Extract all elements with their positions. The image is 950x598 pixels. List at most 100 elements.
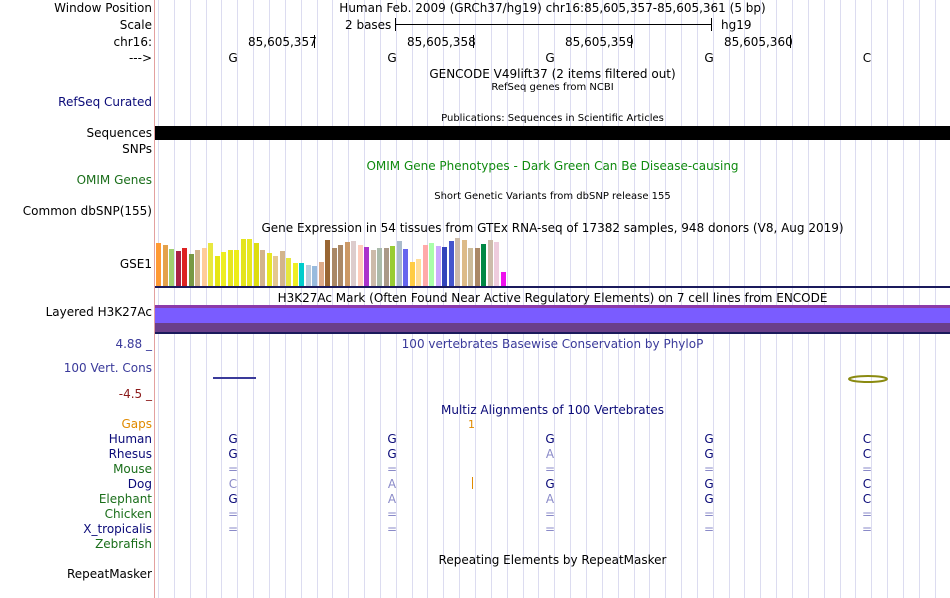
track-label-phylop[interactable]: 100 Vert. Cons	[63, 361, 152, 375]
species-label[interactable]: Mouse	[113, 462, 152, 476]
h3k27ac-signal-lower[interactable]	[155, 323, 950, 332]
gtex-bar[interactable]	[325, 240, 330, 286]
track-label-gse1[interactable]: GSE1	[119, 257, 152, 271]
gtex-bar[interactable]	[260, 250, 265, 286]
multiz-track-description: Multiz Alignments of 100 Vertebrates	[440, 403, 665, 417]
gtex-bar[interactable]	[468, 248, 473, 286]
gtex-bar[interactable]	[488, 240, 493, 286]
gtex-bar[interactable]	[403, 249, 408, 286]
gridline	[301, 0, 302, 598]
gtex-bar[interactable]	[273, 256, 278, 286]
species-label[interactable]: Dog	[127, 477, 152, 491]
species-label[interactable]: X_tropicalis	[83, 522, 152, 536]
gtex-bar[interactable]	[299, 263, 304, 286]
gtex-bar[interactable]	[221, 252, 226, 286]
species-label[interactable]: Rhesus	[108, 447, 152, 461]
gtex-bar[interactable]	[371, 250, 376, 286]
gtex-bar[interactable]	[390, 246, 395, 286]
gtex-bar[interactable]	[338, 245, 343, 286]
gridline	[840, 0, 841, 598]
alignment-base: =	[386, 462, 398, 476]
track-label-sequences[interactable]: Sequences	[86, 126, 152, 140]
gtex-bar[interactable]	[345, 242, 350, 286]
gtex-bar[interactable]	[312, 266, 317, 286]
gtex-bar[interactable]	[241, 239, 246, 286]
alignment-base: =	[544, 462, 556, 476]
gridline	[538, 0, 539, 598]
position-tick	[473, 35, 474, 48]
sequences-bar[interactable]	[155, 126, 950, 140]
species-label[interactable]: Elephant	[98, 492, 152, 506]
gtex-bar[interactable]	[462, 240, 467, 286]
gridline	[713, 0, 714, 598]
gtex-bar[interactable]	[234, 250, 239, 286]
gtex-bar[interactable]	[429, 243, 434, 286]
gtex-bar[interactable]	[358, 245, 363, 286]
gridline	[919, 0, 920, 598]
gtex-bar[interactable]	[364, 247, 369, 286]
gap-count: 1	[468, 418, 475, 431]
gtex-bar[interactable]	[494, 242, 499, 286]
gtex-bar[interactable]	[351, 241, 356, 286]
gridline	[649, 0, 650, 598]
gtex-bar[interactable]	[163, 245, 168, 286]
gtex-bar[interactable]	[455, 238, 460, 286]
gtex-bar[interactable]	[293, 263, 298, 286]
gtex-bar[interactable]	[319, 262, 324, 286]
label-divider	[154, 0, 155, 598]
gtex-bar[interactable]	[247, 239, 252, 286]
track-label-omim[interactable]: OMIM Genes	[76, 173, 152, 187]
gtex-bar[interactable]	[442, 247, 447, 286]
alignment-base: =	[861, 507, 873, 521]
gtex-bar[interactable]	[306, 265, 311, 286]
gtex-bar[interactable]	[202, 248, 207, 286]
gtex-bar[interactable]	[280, 251, 285, 286]
gtex-bar[interactable]	[481, 244, 486, 286]
gtex-bar[interactable]	[182, 248, 187, 286]
gridline	[269, 0, 270, 598]
gridline	[158, 0, 159, 598]
track-label-dbsnp[interactable]: Common dbSNP(155)	[22, 204, 152, 218]
repeatmasker-track-description: Repeating Elements by RepeatMasker	[438, 553, 667, 567]
gtex-bar[interactable]	[501, 272, 506, 286]
alignment-base: C	[862, 447, 872, 461]
track-label-repeatmasker[interactable]: RepeatMasker	[66, 567, 152, 581]
gtex-bar[interactable]	[267, 253, 272, 286]
species-label[interactable]: Zebrafish	[95, 537, 152, 551]
h3k27ac-signal-band[interactable]	[155, 308, 950, 323]
gencode-track-title[interactable]: GENCODE V49lift37 (2 items filtered out)	[429, 67, 676, 81]
track-image[interactable]: Human Feb. 2009 (GRCh37/hg19) chr16:85,6…	[155, 0, 950, 598]
gtex-bar[interactable]	[208, 243, 213, 286]
gtex-bar[interactable]	[215, 256, 220, 286]
gtex-bar[interactable]	[475, 248, 480, 286]
gtex-bar[interactable]	[449, 241, 454, 286]
gtex-bar[interactable]	[176, 251, 181, 286]
track-label-refseq[interactable]: RefSeq Curated	[58, 95, 152, 109]
species-label[interactable]: Chicken	[104, 507, 152, 521]
track-label-h3k27ac[interactable]: Layered H3K27Ac	[45, 305, 152, 319]
gtex-bar[interactable]	[332, 248, 337, 286]
track-label-gaps[interactable]: Gaps	[121, 417, 152, 431]
track-label-snps[interactable]: SNPs	[122, 142, 152, 156]
gtex-bar[interactable]	[377, 248, 382, 286]
gtex-bar[interactable]	[410, 262, 415, 286]
gtex-barchart[interactable]	[155, 236, 950, 286]
gtex-bar[interactable]	[156, 243, 161, 286]
phylop-graph[interactable]	[155, 370, 950, 386]
gtex-bar[interactable]	[286, 258, 291, 286]
h3k27ac-signal-top[interactable]	[155, 305, 950, 308]
gtex-bar[interactable]	[254, 243, 259, 286]
gtex-bar[interactable]	[397, 241, 402, 286]
gridline	[935, 0, 936, 598]
gtex-bar[interactable]	[423, 245, 428, 286]
gtex-bar[interactable]	[195, 250, 200, 286]
gtex-bar[interactable]	[189, 254, 194, 286]
gtex-bar[interactable]	[416, 259, 421, 286]
alignment-base: A	[387, 477, 397, 491]
gtex-bar[interactable]	[384, 248, 389, 286]
gtex-bar[interactable]	[228, 250, 233, 286]
gtex-bar[interactable]	[169, 249, 174, 286]
gridline	[760, 0, 761, 598]
gtex-bar[interactable]	[436, 246, 441, 286]
species-label[interactable]: Human	[108, 432, 152, 446]
